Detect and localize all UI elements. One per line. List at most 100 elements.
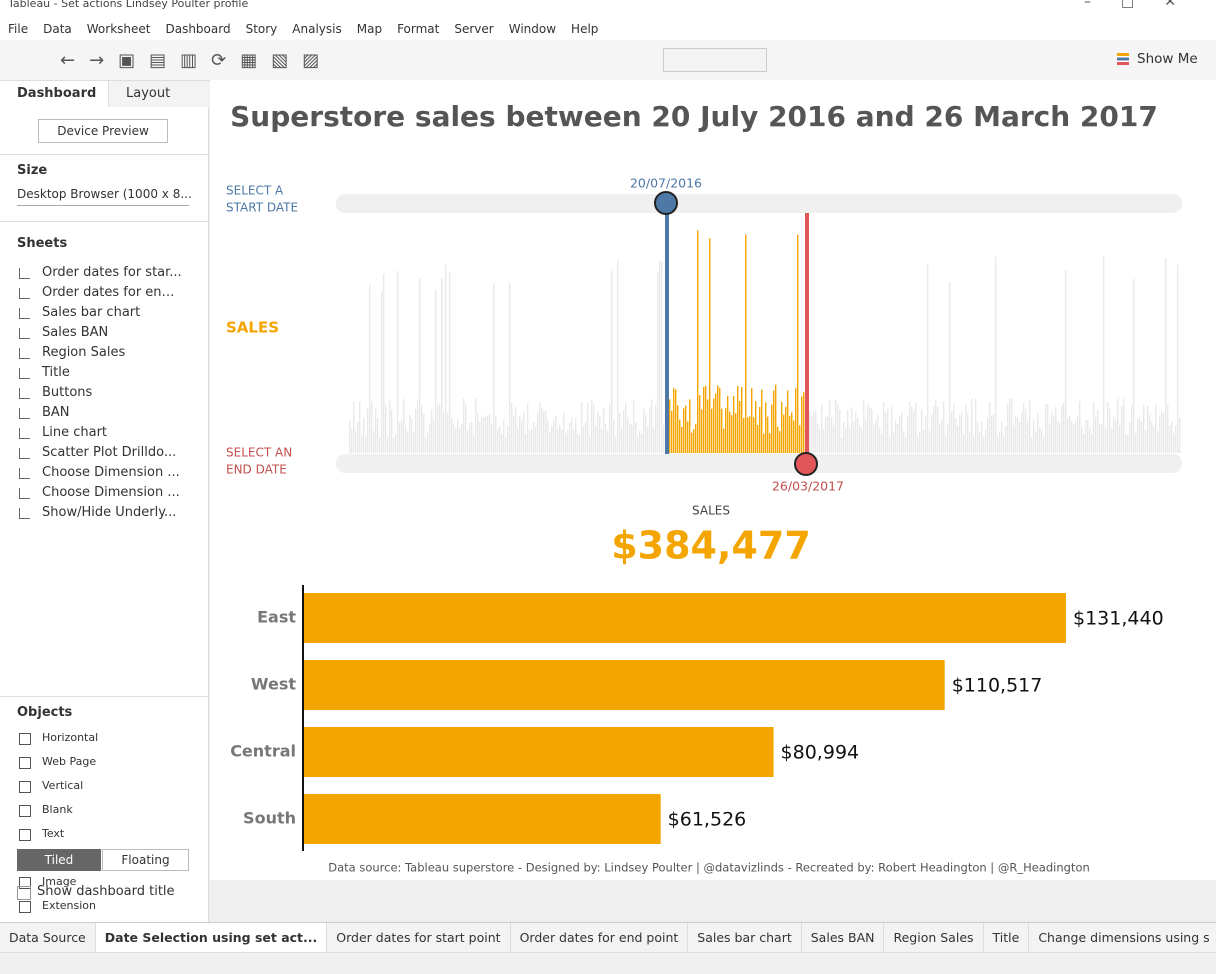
- spike: [887, 409, 889, 453]
- object-item[interactable]: Image: [17, 870, 115, 894]
- sheet-item[interactable]: Buttons: [0, 383, 182, 403]
- spike: [387, 436, 389, 453]
- sheet-tab[interactable]: Sales BAN: [802, 923, 885, 953]
- menu-item[interactable]: Server: [454, 22, 494, 36]
- spike: [1131, 404, 1133, 453]
- spike: [1145, 430, 1147, 453]
- sheet-item[interactable]: Order dates for end...: [0, 283, 182, 303]
- spike: [785, 406, 787, 453]
- menu-item[interactable]: Help: [571, 22, 599, 36]
- sheet-tab[interactable]: Change dimensions using s: [1029, 923, 1216, 953]
- menu-item[interactable]: Analysis: [292, 22, 342, 36]
- spike: [797, 234, 799, 453]
- dropdown[interactable]: [663, 48, 767, 72]
- end-slider-track[interactable]: [336, 454, 1182, 473]
- menu-bar: File Data Worksheet Dashboard Story Analysis M…: [8, 22, 613, 37]
- spike: [1133, 278, 1135, 453]
- bar: [304, 794, 661, 844]
- menu-item[interactable]: Story: [245, 22, 278, 36]
- tiled-button[interactable]: Tiled: [17, 849, 101, 871]
- spike: [939, 423, 941, 453]
- sheet-tab[interactable]: Data Source: [0, 923, 96, 953]
- menu-item[interactable]: Data: [43, 22, 72, 36]
- spike: [953, 404, 955, 453]
- menu-item[interactable]: Worksheet: [86, 22, 151, 36]
- size-dropdown[interactable]: Desktop Browser (1000 x 8...: [17, 187, 192, 206]
- sheet-item[interactable]: Show/Hide Underly...: [0, 503, 182, 523]
- sheet-item[interactable]: Order dates for star...: [0, 263, 182, 283]
- spike: [967, 412, 969, 453]
- sheet-item[interactable]: Sales BAN: [0, 323, 182, 343]
- sheet-tab[interactable]: Region Sales: [884, 923, 984, 953]
- spike: [681, 426, 683, 453]
- menu-item[interactable]: Dashboard: [165, 22, 231, 36]
- sheet-tab[interactable]: Date Selection using set act...: [95, 923, 328, 953]
- checkbox[interactable]: [17, 886, 31, 900]
- window-controls[interactable]: –□✕: [1084, 0, 1206, 10]
- spike: [931, 414, 933, 453]
- spike: [859, 425, 861, 453]
- spike: [1025, 408, 1027, 453]
- floating-button[interactable]: Floating: [102, 849, 189, 871]
- sales-label: SALES: [226, 319, 279, 337]
- sheet-tab[interactable]: Order dates for start point: [327, 923, 511, 953]
- show-me[interactable]: Show Me: [1137, 51, 1198, 67]
- spike: [795, 388, 797, 453]
- end-prompt: END DATE: [226, 463, 287, 477]
- ban-label: SALES: [692, 504, 730, 518]
- sheet-tab[interactable]: Title: [984, 923, 1030, 953]
- spike: [999, 432, 1001, 453]
- sheet-item[interactable]: Choose Dimension ...: [0, 463, 182, 483]
- sheet-tab[interactable]: Order dates for end point: [511, 923, 689, 953]
- sheet-item[interactable]: BAN: [0, 403, 182, 423]
- spike: [759, 406, 761, 453]
- sheet-item[interactable]: Scatter Plot Drilldo...: [0, 443, 182, 463]
- tab[interactable]: Dashboard: [17, 86, 97, 101]
- toolbar-icons[interactable]: ←→▣▤▥⟳▦▧▨: [60, 50, 334, 71]
- spike: [541, 407, 543, 453]
- start-handle[interactable]: [654, 191, 678, 215]
- spike: [841, 437, 843, 453]
- object-item[interactable]: Extension: [17, 894, 117, 918]
- spike: [1013, 425, 1015, 453]
- spike: [647, 426, 649, 453]
- spike: [1139, 417, 1141, 453]
- end-handle[interactable]: [794, 452, 818, 476]
- sheet-item[interactable]: Region Sales: [0, 343, 182, 363]
- menu-item[interactable]: File: [8, 22, 29, 36]
- sheet-item[interactable]: Line chart: [0, 423, 182, 443]
- spike: [961, 412, 963, 453]
- sheet-tab[interactable]: Sales bar chart: [688, 923, 802, 953]
- heading: Sheets: [17, 236, 68, 251]
- menu-item[interactable]: Format: [397, 22, 440, 36]
- object-item[interactable]: Horizontal: [17, 726, 115, 750]
- value-label: $61,526: [668, 809, 747, 831]
- spike: [591, 399, 593, 453]
- start-slider-track[interactable]: [336, 194, 1182, 213]
- sheet-item[interactable]: Choose Dimension ...: [0, 483, 182, 503]
- spike: [389, 399, 391, 453]
- spike: [1065, 269, 1067, 453]
- spike: [921, 409, 923, 453]
- spike: [1101, 424, 1103, 453]
- spike: [1159, 415, 1161, 453]
- object-item[interactable]: Text: [17, 822, 115, 846]
- object-item[interactable]: Web Page: [17, 750, 117, 774]
- sheet-item[interactable]: Title: [0, 363, 182, 383]
- tab[interactable]: Layout: [108, 81, 209, 107]
- button[interactable]: Device Preview: [38, 119, 168, 143]
- object-item[interactable]: Vertical: [17, 774, 115, 798]
- spike: [503, 420, 505, 453]
- spike: [957, 426, 959, 453]
- spike: [1085, 420, 1087, 453]
- spike: [911, 406, 913, 453]
- sheet-item[interactable]: Sales bar chart: [0, 303, 182, 323]
- spike: [981, 420, 983, 453]
- spike: [1049, 423, 1051, 453]
- spike: [827, 415, 829, 453]
- menu-item[interactable]: Window: [508, 22, 557, 36]
- spike: [611, 270, 613, 453]
- menu-item[interactable]: Map: [356, 22, 383, 36]
- spike: [467, 430, 469, 453]
- object-item[interactable]: Blank: [17, 798, 117, 822]
